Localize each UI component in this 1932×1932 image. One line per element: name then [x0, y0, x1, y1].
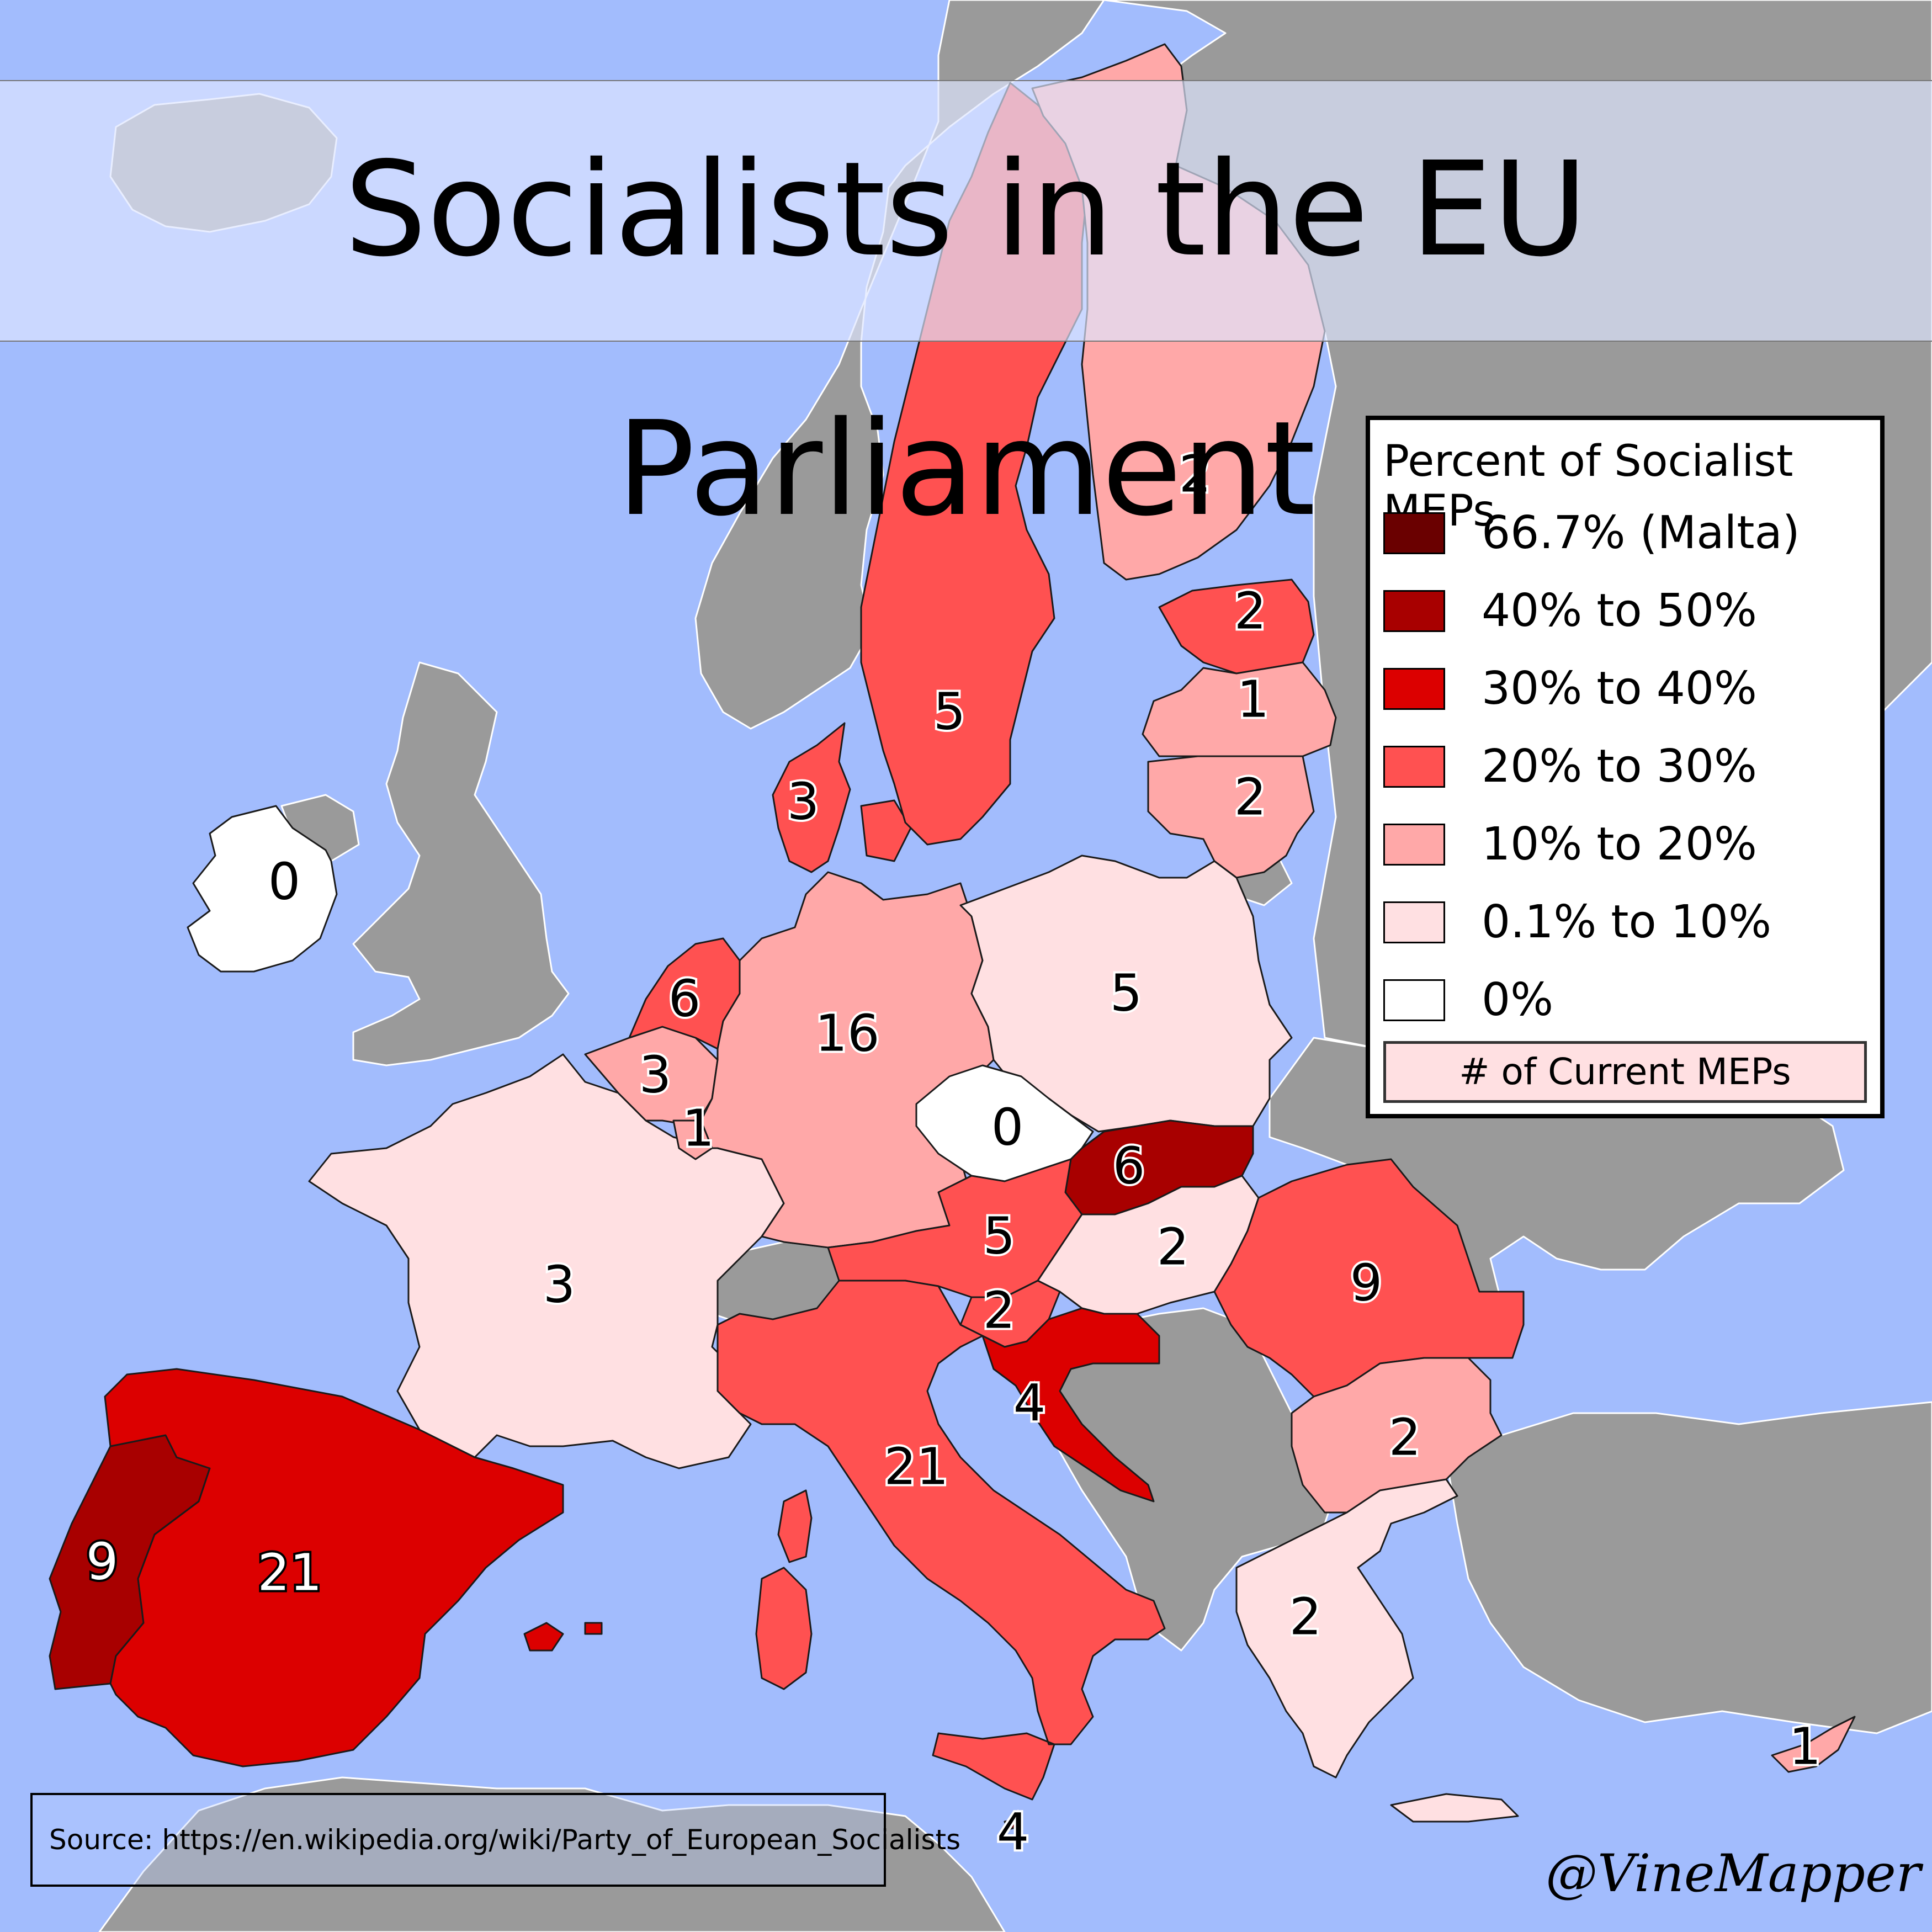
legend-item: 30% to 40%	[1383, 661, 1869, 716]
legend-item: 40% to 50%	[1383, 583, 1869, 639]
mep-count-hungary: 2	[1157, 1217, 1190, 1276]
legend-label: 20% to 30%	[1482, 740, 1757, 793]
mep-count-sweden: 5	[933, 682, 966, 741]
country-denmark	[772, 722, 912, 873]
legend-swatch	[1383, 979, 1445, 1021]
title-band	[0, 80, 1932, 342]
mep-count-lithuania: 2	[1234, 767, 1267, 826]
legend-swatch	[1383, 668, 1445, 710]
country-ireland	[187, 805, 338, 973]
mep-count-spain: 21	[257, 1543, 322, 1602]
mep-count-czechia: 0	[991, 1097, 1024, 1156]
legend-item: 66.7% (Malta)	[1383, 506, 1869, 561]
mep-count-croatia: 4	[1013, 1373, 1046, 1432]
legend-item: 20% to 30%	[1383, 739, 1869, 794]
source-box: Source: https://en.wikipedia.org/wiki/Pa…	[30, 1793, 960, 1887]
author-credit: @VineMapper	[1546, 1844, 1921, 1904]
legend-swatch	[1383, 590, 1445, 632]
country-luxembourg	[672, 1119, 713, 1160]
mep-count-poland: 5	[1110, 963, 1143, 1022]
mep-count-slovenia: 2	[983, 1281, 1016, 1340]
country-croatia	[981, 1307, 1160, 1503]
legend-label: 30% to 40%	[1482, 662, 1757, 715]
country-lithuania	[1147, 755, 1315, 879]
source-text: Source: https://en.wikipedia.org/wiki/Pa…	[49, 1824, 961, 1856]
mep-count-malta: 4	[997, 1802, 1029, 1861]
legend-label: 66.7% (Malta)	[1482, 507, 1800, 559]
mep-count-italy: 21	[884, 1437, 948, 1496]
country-estonia	[1158, 578, 1315, 675]
eu-countries	[49, 43, 1856, 1830]
mep-count-romania: 9	[1350, 1253, 1383, 1312]
legend: Percent of Socialist MEPs 66.7% (Malta) …	[1366, 416, 1885, 1118]
legend-item: 0.1% to 10%	[1383, 895, 1869, 950]
country-cyprus	[1771, 1716, 1856, 1773]
legend-swatch	[1383, 824, 1445, 866]
mep-count-cyprus: 1	[1789, 1717, 1822, 1776]
country-italy	[716, 1280, 1166, 1801]
legend-swatch	[1383, 746, 1445, 788]
country-greece	[1235, 1478, 1519, 1823]
mep-count-luxembourg: 1	[682, 1098, 715, 1158]
mep-count-slovakia: 6	[1113, 1136, 1145, 1195]
legend-mep-key: # of Current MEPs	[1383, 1041, 1867, 1103]
country-poland	[959, 854, 1293, 1133]
mep-count-france: 3	[543, 1255, 576, 1314]
mep-count-greece: 2	[1289, 1587, 1322, 1646]
country-spain	[104, 1368, 564, 1768]
country-corsica	[777, 1489, 813, 1563]
north-africa	[98, 1776, 1006, 1932]
mep-count-bulgaria: 2	[1389, 1408, 1421, 1467]
mep-labels: 0 9 21 3 3 1 6 16 3 5 2 2 1 2 5 0 6 5 2 …	[84, 442, 1824, 1864]
mep-count-belgium: 3	[639, 1045, 672, 1104]
legend-label: 0.1% to 10%	[1482, 896, 1772, 948]
mep-count-germany: 16	[815, 1004, 879, 1063]
legend-label: 10% to 20%	[1482, 818, 1757, 871]
mep-count-finland: 2	[1179, 444, 1212, 503]
legend-swatch	[1383, 512, 1445, 554]
legend-label: 40% to 50%	[1482, 585, 1757, 637]
mep-count-netherlands: 6	[668, 969, 701, 1028]
mep-count-ireland: 0	[268, 852, 301, 911]
map-title: Socialists in the EU Parliament	[344, 134, 1588, 545]
country-latvia	[1142, 661, 1337, 757]
mep-count-estonia: 2	[1234, 581, 1267, 640]
mep-count-austria: 5	[983, 1206, 1016, 1265]
mep-count-portugal: 9	[86, 1532, 119, 1591]
country-balearics	[523, 1622, 603, 1652]
country-bulgaria	[1291, 1357, 1503, 1514]
legend-item: 10% to 20%	[1383, 817, 1869, 872]
mep-count-denmark: 3	[787, 772, 820, 831]
legend-item: 0%	[1383, 973, 1869, 1028]
country-malta	[1004, 1818, 1020, 1830]
great-britain	[352, 661, 570, 1066]
legend-swatch	[1383, 901, 1445, 943]
mep-count-latvia: 1	[1237, 670, 1270, 729]
legend-label: 0%	[1482, 974, 1554, 1026]
